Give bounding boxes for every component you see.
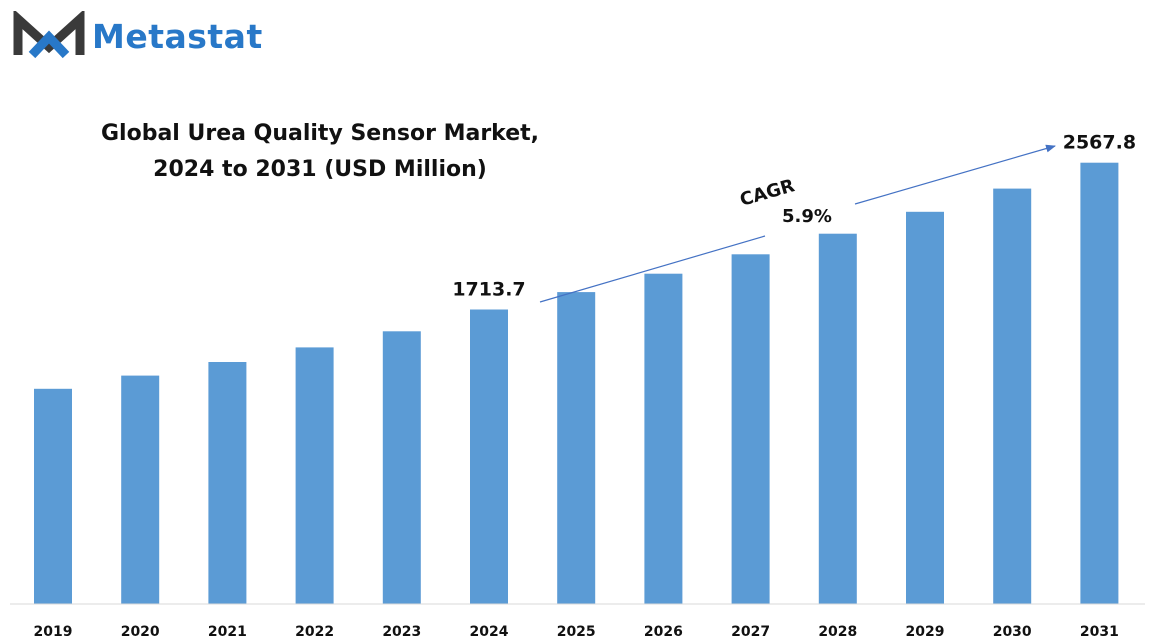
cagr-arrow-segment-2 — [854, 144, 1056, 205]
bars-group — [34, 162, 1119, 605]
bar-2023 — [382, 331, 421, 604]
x-tick-2024: 2024 — [470, 624, 509, 637]
x-tick-2026: 2026 — [644, 624, 683, 637]
chart-title-line1: Global Urea Quality Sensor Market, — [100, 121, 540, 146]
bar-2021 — [208, 362, 247, 604]
bar-2024 — [470, 309, 508, 604]
x-tick-2019: 2019 — [34, 624, 73, 637]
x-tick-2030: 2030 — [993, 624, 1032, 637]
x-tick-2020: 2020 — [121, 624, 160, 637]
brand-logo: Metastat — [12, 10, 263, 62]
cagr-arrow-segment-1 — [539, 235, 766, 303]
chart-title: Global Urea Quality Sensor Market, 2024 … — [60, 116, 580, 188]
bar-2022 — [295, 347, 334, 604]
bar-2029 — [906, 211, 944, 605]
x-tick-2027: 2027 — [731, 624, 770, 637]
x-tick-2031: 2031 — [1080, 624, 1119, 637]
metastat-logo-icon — [13, 11, 85, 59]
bar-2027 — [731, 254, 770, 605]
bar-2026 — [644, 273, 683, 604]
bar-2031 — [1080, 162, 1119, 604]
bar-2025 — [557, 292, 596, 604]
chart-title-line2: 2024 to 2031 (USD Million) — [153, 157, 487, 182]
data-label-2024: 1713.7 — [452, 279, 525, 301]
bar-2020 — [121, 375, 160, 604]
data-label-2031: 2567.8 — [1063, 132, 1136, 154]
x-tick-2028: 2028 — [818, 624, 857, 637]
x-tick-2029: 2029 — [906, 624, 945, 637]
brand-name: Metastat — [92, 16, 263, 56]
x-tick-2022: 2022 — [295, 624, 334, 637]
data-labels: 1713.7 2567.8 — [452, 132, 1136, 301]
x-axis-ticks: 2019 2020 2021 2022 2023 2024 2025 2026 2027 2028… — [34, 624, 1119, 637]
bar-2028 — [818, 233, 857, 604]
x-tick-2023: 2023 — [382, 624, 421, 637]
cagr-value: 5.9% — [782, 206, 832, 227]
x-tick-2021: 2021 — [208, 624, 247, 637]
x-tick-2025: 2025 — [557, 624, 596, 637]
bar-2019 — [34, 388, 72, 604]
bar-2030 — [993, 188, 1032, 604]
